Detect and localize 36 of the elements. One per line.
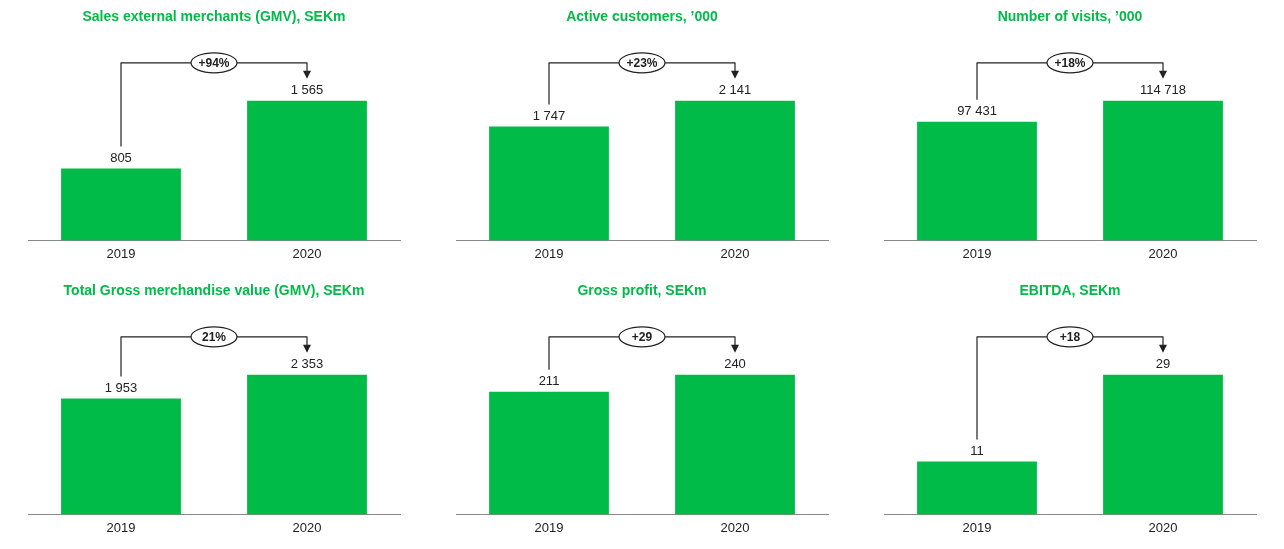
data-label: 240 bbox=[724, 355, 746, 371]
chart-title: Active customers, ’000 bbox=[566, 8, 718, 26]
chart-title: EBITDA, SEKm bbox=[1019, 282, 1121, 300]
x-tick-label: 2019 bbox=[962, 519, 992, 535]
text: +18 bbox=[1059, 330, 1081, 345]
x-tick-label: 2020 bbox=[1148, 245, 1178, 261]
x-tick-label: 2019 bbox=[962, 245, 992, 261]
data-label: 2 353 bbox=[290, 355, 324, 371]
text: +18% bbox=[1054, 56, 1086, 71]
data-label: 11 bbox=[970, 442, 984, 458]
text: 21% bbox=[201, 330, 227, 345]
x-tick-label: 2020 bbox=[292, 519, 322, 535]
x-tick-label: 2020 bbox=[292, 245, 322, 261]
text: +94% bbox=[198, 56, 230, 71]
x-tick-label: 2020 bbox=[1148, 519, 1178, 535]
data-label: 1 565 bbox=[290, 81, 324, 97]
data-label: 211 bbox=[538, 372, 560, 388]
text: +23% bbox=[626, 56, 658, 71]
data-label: 1 747 bbox=[532, 107, 566, 123]
x-tick-label: 2020 bbox=[720, 519, 750, 535]
x-tick-label: 2019 bbox=[106, 245, 136, 261]
x-tick-label: 2020 bbox=[720, 245, 750, 261]
x-tick-label: 2019 bbox=[534, 245, 564, 261]
data-label: 805 bbox=[110, 149, 132, 165]
data-label: 114 718 bbox=[1139, 81, 1187, 97]
chart-title: Gross profit, SEKm bbox=[577, 282, 707, 300]
x-tick-label: 2019 bbox=[534, 519, 564, 535]
x-tick-label: 2019 bbox=[106, 519, 136, 535]
data-label: 29 bbox=[1155, 355, 1171, 371]
text: +29 bbox=[631, 330, 653, 345]
chart-title: Total Gross merchandise value (GMV), SEKm bbox=[63, 282, 365, 300]
chart-title: Sales external merchants (GMV), SEKm bbox=[82, 8, 346, 26]
data-label: 1 953 bbox=[104, 379, 138, 395]
chart-title: Number of visits, ’000 bbox=[997, 8, 1143, 26]
data-label: 2 141 bbox=[718, 81, 752, 97]
data-label: 97 431 bbox=[957, 102, 997, 118]
